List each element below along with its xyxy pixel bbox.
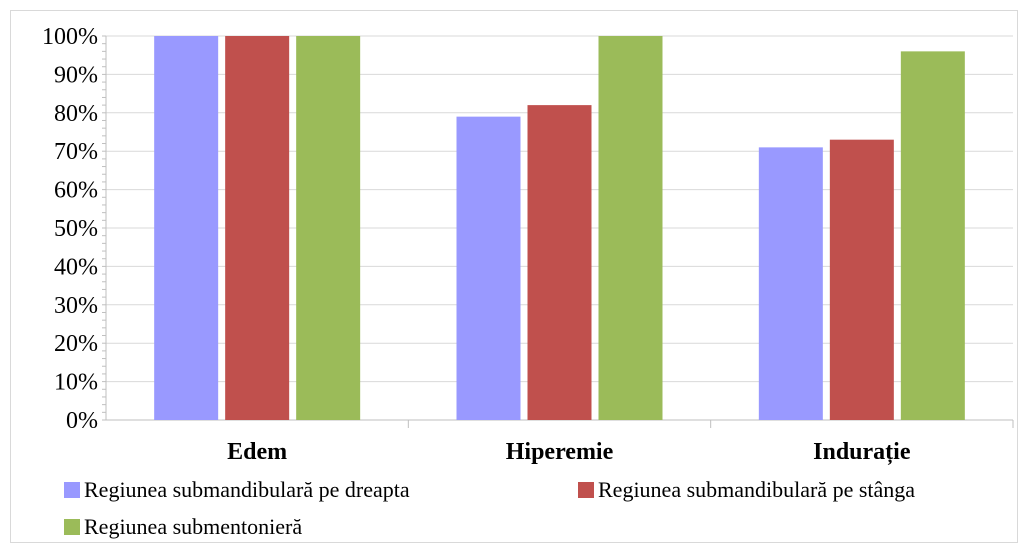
legend-label: Regiunea submentonieră <box>84 514 302 539</box>
legend-label: Regiunea submandibulară pe stânga <box>598 477 915 502</box>
bar <box>154 36 219 420</box>
y-tick-label: 90% <box>54 62 98 88</box>
x-category-label: Edem <box>227 439 287 465</box>
axis-labels: 0% 10% 20% 30% 40% 50% 60% 70% 80% 90% 100% Edem Hip… <box>42 24 911 465</box>
x-category-label: Hiperemie <box>506 439 614 465</box>
bars <box>154 36 965 421</box>
y-tick-label: 0% <box>66 408 98 434</box>
y-tick-label: 30% <box>54 293 98 319</box>
chart-frame <box>10 10 1018 543</box>
bar <box>456 116 521 420</box>
legend: Regiunea submandibulară pe dreapta Regiun… <box>64 477 915 539</box>
bar <box>296 36 361 420</box>
x-category-label: Indurație <box>813 439 911 465</box>
bar <box>829 139 894 420</box>
legend-swatch <box>578 482 594 498</box>
bar <box>900 51 965 421</box>
bar <box>758 147 823 421</box>
y-tick-label: 40% <box>54 254 98 280</box>
bar <box>225 36 290 420</box>
legend-swatch <box>64 482 80 498</box>
y-tick-label: 10% <box>54 370 98 396</box>
y-tick-label: 100% <box>42 24 98 50</box>
y-tick-label: 20% <box>54 331 98 357</box>
bar <box>527 105 592 421</box>
y-tick-label: 70% <box>54 139 98 165</box>
y-tick-label: 50% <box>54 216 98 242</box>
legend-swatch <box>64 519 80 535</box>
y-tick-label: 60% <box>54 178 98 204</box>
bar <box>598 36 663 420</box>
legend-label: Regiunea submandibulară pe dreapta <box>84 477 410 502</box>
y-tick-label: 80% <box>54 101 98 127</box>
